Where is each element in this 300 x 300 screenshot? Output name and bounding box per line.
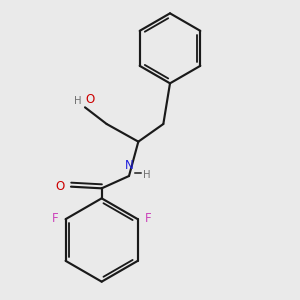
Text: F: F: [52, 212, 58, 225]
Text: N: N: [125, 159, 134, 172]
Text: O: O: [56, 180, 65, 193]
Text: F: F: [145, 212, 152, 225]
Text: O: O: [86, 93, 95, 106]
Text: H: H: [74, 96, 82, 106]
Text: H: H: [143, 170, 151, 180]
